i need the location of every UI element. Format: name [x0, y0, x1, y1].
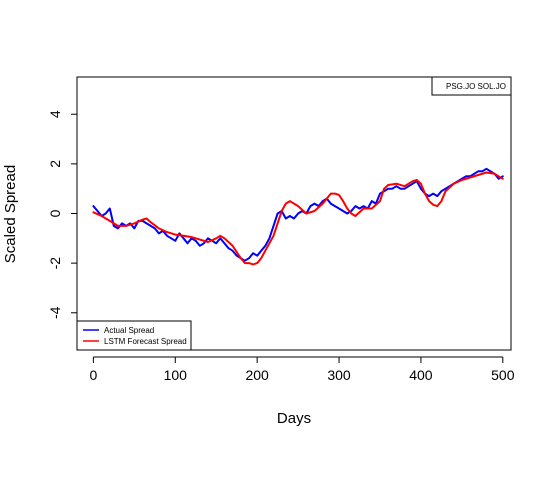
- plot-frame: [76, 76, 512, 351]
- y-tick-label: -2: [47, 257, 63, 270]
- x-tick-label: 400: [409, 367, 433, 383]
- annotation-box: PSG.JO SOL.JO: [431, 76, 512, 96]
- lstm-forecast-line: [92, 171, 504, 266]
- x-tick-label: 100: [164, 367, 188, 383]
- y-axis-title: Scaled Spread: [2, 165, 19, 263]
- legend-label-actual: Actual Spread: [104, 326, 154, 335]
- y-tick-label: 0: [47, 209, 63, 217]
- annotation-text: PSG.JO SOL.JO: [446, 82, 506, 91]
- x-tick-label: 0: [89, 367, 97, 383]
- y-axis: -4 -2 0 2 4: [47, 110, 78, 319]
- legend-box: [76, 320, 192, 351]
- x-tick-label: 500: [491, 367, 515, 383]
- x-axis: 0 100 200 300 400 500: [89, 356, 515, 383]
- actual-spread-line: [92, 167, 504, 262]
- legend: Actual Spread LSTM Forecast Spread: [76, 320, 192, 351]
- x-axis-title: Days: [277, 410, 311, 427]
- y-tick-label: 2: [47, 160, 63, 168]
- x-tick-label: 300: [327, 367, 351, 383]
- legend-label-forecast: LSTM Forecast Spread: [104, 337, 187, 346]
- series-layer: [92, 167, 504, 266]
- x-tick-label: 200: [245, 367, 269, 383]
- y-tick-label: -4: [47, 306, 63, 319]
- y-tick-label: 4: [47, 110, 63, 118]
